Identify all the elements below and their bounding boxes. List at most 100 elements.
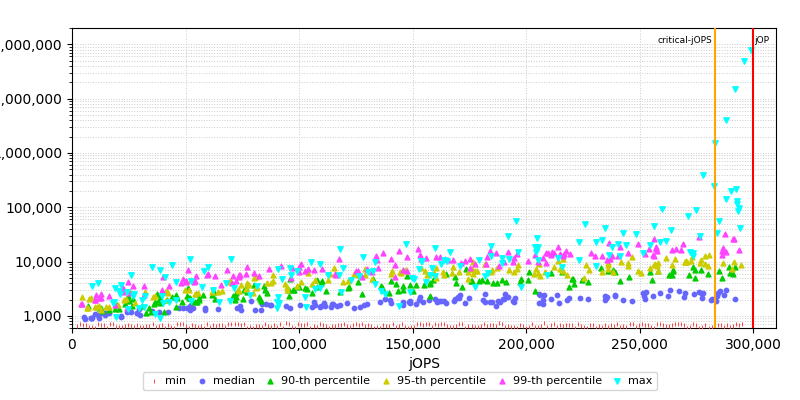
- min: [678, 322, 690, 328]
- 95-th percentile: [430, 265, 442, 272]
- median: [672, 288, 685, 294]
- median: [102, 310, 115, 317]
- min: [617, 323, 630, 330]
- min: [371, 324, 384, 331]
- min: [322, 324, 335, 331]
- 95-th percentile: [727, 258, 740, 265]
- max: [406, 275, 418, 282]
- 90-th percentile: [175, 298, 188, 305]
- min: [143, 322, 156, 329]
- min: [268, 322, 281, 328]
- min: [498, 324, 511, 330]
- min: [177, 321, 190, 327]
- 90-th percentile: [472, 278, 485, 284]
- 99-th percentile: [233, 274, 246, 280]
- min: [246, 324, 259, 331]
- 99-th percentile: [316, 266, 329, 272]
- 99-th percentile: [333, 256, 346, 262]
- max: [412, 266, 425, 273]
- min: [459, 325, 472, 331]
- median: [308, 299, 321, 305]
- median: [162, 309, 174, 315]
- min: [316, 322, 329, 328]
- max: [496, 260, 509, 266]
- 99-th percentile: [498, 259, 510, 266]
- 95-th percentile: [648, 262, 661, 268]
- max: [541, 272, 554, 278]
- median: [688, 291, 701, 297]
- 90-th percentile: [112, 306, 125, 312]
- 95-th percentile: [649, 260, 662, 267]
- 99-th percentile: [411, 246, 424, 252]
- 95-th percentile: [211, 288, 224, 295]
- max: [113, 288, 126, 294]
- 95-th percentile: [99, 304, 112, 310]
- max: [606, 244, 618, 250]
- 95-th percentile: [557, 268, 570, 274]
- 95-th percentile: [265, 280, 278, 286]
- min: [274, 321, 286, 328]
- 95-th percentile: [159, 288, 172, 294]
- min: [632, 322, 645, 328]
- max: [403, 289, 416, 295]
- median: [533, 299, 546, 306]
- 90-th percentile: [490, 279, 503, 286]
- min: [377, 322, 390, 328]
- 90-th percentile: [397, 287, 410, 294]
- median: [486, 298, 498, 305]
- min: [73, 320, 86, 327]
- max: [114, 282, 127, 288]
- 90-th percentile: [258, 282, 270, 289]
- min: [465, 323, 478, 329]
- median: [478, 291, 491, 297]
- max: [719, 196, 732, 202]
- min: [517, 322, 530, 329]
- 90-th percentile: [183, 295, 196, 301]
- 95-th percentile: [266, 272, 279, 278]
- min: [353, 322, 366, 328]
- median: [499, 291, 512, 298]
- 99-th percentile: [262, 265, 275, 272]
- 95-th percentile: [146, 294, 159, 300]
- 99-th percentile: [719, 248, 732, 255]
- min: [125, 323, 138, 329]
- min: [623, 320, 636, 327]
- max: [155, 293, 168, 299]
- max: [408, 276, 421, 282]
- min: [726, 323, 739, 330]
- median: [115, 312, 128, 319]
- 99-th percentile: [454, 260, 467, 267]
- max: [420, 279, 433, 285]
- 99-th percentile: [650, 245, 662, 251]
- 99-th percentile: [612, 252, 625, 259]
- 90-th percentile: [450, 280, 462, 286]
- min: [98, 322, 110, 328]
- median: [306, 304, 318, 310]
- 99-th percentile: [480, 261, 493, 267]
- 99-th percentile: [126, 282, 139, 289]
- median: [417, 299, 430, 305]
- 95-th percentile: [651, 260, 664, 266]
- min: [368, 325, 381, 331]
- min: [358, 322, 371, 329]
- max: [133, 305, 146, 311]
- 90-th percentile: [622, 274, 635, 281]
- 95-th percentile: [182, 287, 195, 294]
- max: [429, 244, 442, 251]
- max: [730, 201, 743, 208]
- median: [714, 288, 726, 294]
- min: [162, 322, 174, 328]
- min: [483, 322, 496, 329]
- 90-th percentile: [582, 278, 594, 285]
- 99-th percentile: [299, 268, 312, 274]
- 99-th percentile: [614, 244, 626, 250]
- min: [170, 320, 183, 327]
- 99-th percentile: [329, 270, 342, 277]
- 99-th percentile: [90, 292, 103, 298]
- min: [520, 324, 533, 331]
- min: [331, 321, 344, 328]
- max: [224, 297, 237, 304]
- 99-th percentile: [240, 264, 253, 271]
- 90-th percentile: [722, 264, 735, 271]
- 99-th percentile: [371, 256, 384, 263]
